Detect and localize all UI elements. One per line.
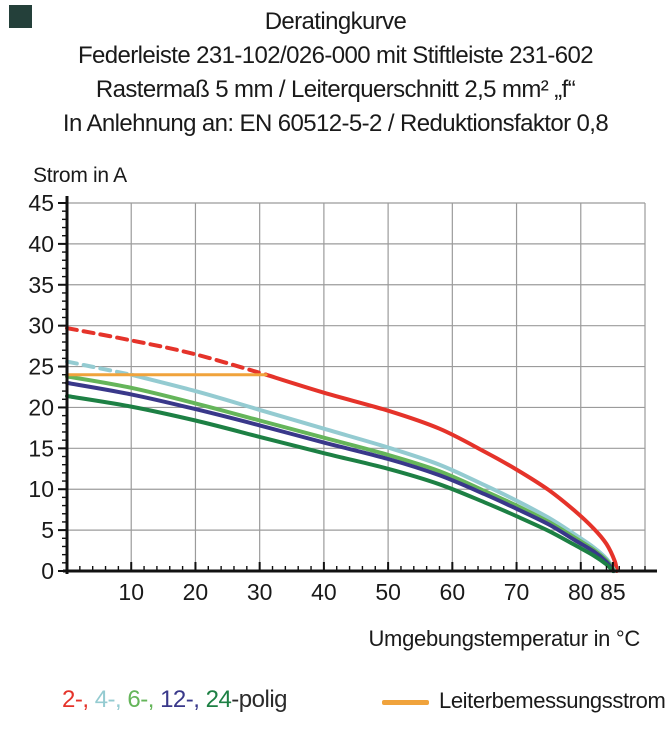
x-axis-title: Umgebungstemperatur in °C <box>368 626 640 651</box>
y-tick-label: 15 <box>28 435 54 461</box>
x-tick-label: 80 <box>568 579 594 605</box>
corner-mark <box>9 5 32 28</box>
series-legend: 2-, 4-, 6-, 12-, 24-polig <box>62 686 287 714</box>
x-tick-label: 85 <box>600 579 626 605</box>
rated-current-line-swatch <box>382 699 429 705</box>
x-tick-label: 40 <box>311 579 337 605</box>
y-tick-label: 10 <box>28 476 54 502</box>
series-legend-segment-2: 6-, <box>127 686 161 713</box>
y-tick-label: 35 <box>28 272 54 298</box>
curve-2-polig <box>264 372 619 573</box>
rated-current-label: Leiterbemessungsstrom <box>439 688 666 713</box>
y-tick-label: 5 <box>41 517 54 543</box>
y-tick-label: 20 <box>28 394 54 420</box>
series-legend-segment-4: 24 <box>205 686 232 713</box>
x-tick-label: 20 <box>183 579 209 605</box>
curve-6-polig <box>65 374 617 573</box>
chart-title-block: Deratingkurve Federleiste 231-102/026-00… <box>0 5 671 141</box>
series-legend-segment-1: 4-, <box>94 686 128 713</box>
curve-24-polig <box>65 394 615 573</box>
y-tick-label: 25 <box>28 354 54 380</box>
y-axis-title: Strom in A <box>33 164 127 187</box>
title-line-4: In Anlehnung an: EN 60512-5-2 / Reduktio… <box>62 110 609 137</box>
y-tick-label: 45 <box>28 190 54 216</box>
series-legend-segment-0: 2-, <box>62 686 95 713</box>
curve-4-polig-dashed <box>65 359 134 377</box>
series-legend-segment-3: 12-, <box>160 686 206 713</box>
title-line-1: Deratingkurve <box>264 8 407 35</box>
series-legend-segment-5: -polig <box>231 686 287 713</box>
curve-12-polig <box>65 380 616 573</box>
rated-current-legend: Leiterbemessungsstrom <box>382 688 666 714</box>
title-line-2: Federleiste 231-102/026-000 mit Stiftlei… <box>77 42 594 69</box>
x-tick-label: 50 <box>375 579 401 605</box>
y-tick-label: 40 <box>28 231 54 257</box>
y-tick-label: 0 <box>41 558 54 584</box>
y-tick-label: 30 <box>28 313 54 339</box>
title-line-3: Rastermaß 5 mm / Leiterquerschnitt 2,5 m… <box>95 76 576 103</box>
x-tick-label: 60 <box>440 579 466 605</box>
derating-chart: 10 20 30 40 50 60 70 80 85 0 5 10 15 20 25 30 35 40 45 <box>28 190 657 605</box>
x-tick-label: 10 <box>118 579 144 605</box>
curve-2-polig-dashed <box>65 326 269 377</box>
x-tick-label: 70 <box>504 579 530 605</box>
x-tick-label: 30 <box>247 579 273 605</box>
